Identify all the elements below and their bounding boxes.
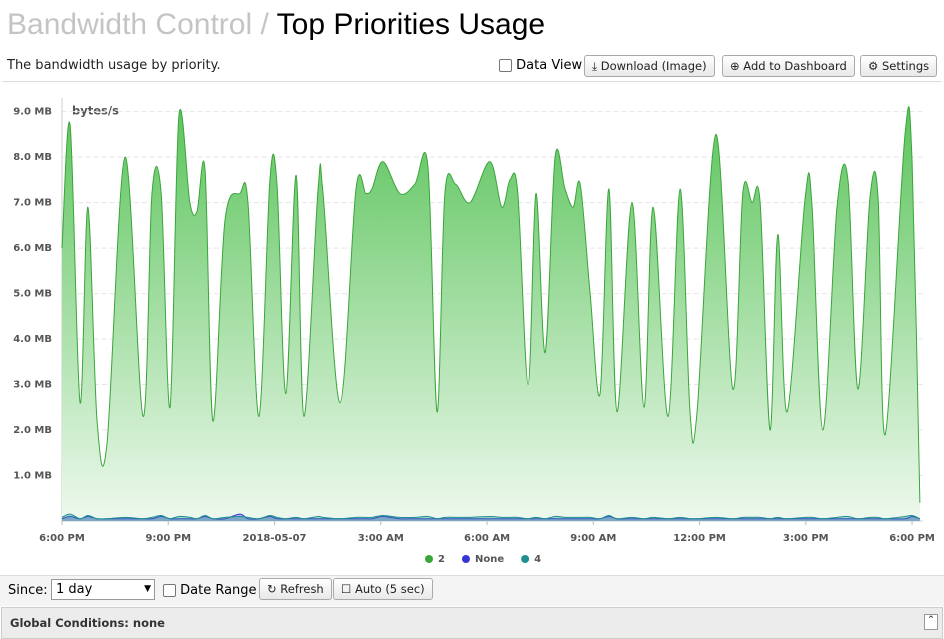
control-bar: Since: 1 day ▼ Date Range ↻ Refresh ☐ Aut… bbox=[0, 575, 944, 606]
add-dashboard-button[interactable]: ⊕ Add to Dashboard bbox=[722, 55, 855, 77]
x-tick-label: 12:00 PM bbox=[673, 533, 726, 544]
legend-marker bbox=[425, 555, 433, 563]
page-header: Bandwidth Control / Top Priorities Usage bbox=[7, 8, 545, 42]
selected-value: 1 day bbox=[56, 582, 93, 597]
separator: / bbox=[260, 8, 269, 41]
label: Date Range bbox=[180, 583, 257, 598]
x-tick-label: 2018-05-07 bbox=[243, 533, 307, 544]
area-line bbox=[61, 106, 921, 503]
area-fill bbox=[62, 106, 920, 521]
y-tick-label: 8.0 MB bbox=[13, 152, 52, 163]
y-tick-label: 3.0 MB bbox=[13, 380, 52, 391]
x-tick-label: 6:00 PM bbox=[39, 533, 85, 544]
global-conditions-bar[interactable]: Global Conditions: none ⌃ bbox=[1, 607, 943, 639]
legend-label[interactable]: 4 bbox=[534, 554, 541, 565]
x-tick-label: 3:00 AM bbox=[358, 533, 404, 544]
label: Refresh bbox=[280, 582, 324, 596]
x-tick-label: 6:00 AM bbox=[464, 533, 510, 544]
refresh-button[interactable]: ↻ Refresh bbox=[259, 578, 332, 600]
area-line bbox=[61, 513, 921, 520]
y-axis-label: bytes/s bbox=[72, 104, 119, 118]
description: The bandwidth usage by priority. bbox=[7, 58, 221, 73]
label: Data View bbox=[516, 58, 583, 73]
legend-marker bbox=[461, 555, 470, 563]
x-tick-label: 3:00 PM bbox=[783, 533, 829, 544]
checkbox[interactable] bbox=[499, 59, 512, 72]
area-fill bbox=[62, 514, 920, 521]
area-fill bbox=[62, 514, 920, 521]
y-tick-label: 4.0 MB bbox=[13, 334, 52, 345]
label: Settings bbox=[881, 59, 930, 73]
chart: bytes/s 1.0 MB 2.0 MB 3.0 MB 4.0 MB 5.0 MB 6.… bbox=[13, 98, 935, 565]
settings-button[interactable]: ⚙ Settings bbox=[860, 55, 938, 77]
page-title: Top Priorities Usage bbox=[276, 8, 546, 41]
download-button[interactable]: ⤓ Download (Image) bbox=[584, 55, 715, 77]
y-tick-label: 1.0 MB bbox=[13, 471, 52, 482]
since-label: Since: bbox=[8, 583, 48, 598]
x-tick-label: 6:00 PM bbox=[889, 533, 935, 544]
y-tick-label: 9.0 MB bbox=[13, 107, 52, 118]
since-select[interactable]: 1 day ▼ bbox=[51, 579, 155, 600]
x-tick-label: 9:00 PM bbox=[145, 533, 191, 544]
label: Auto (5 sec) bbox=[354, 582, 425, 596]
expand-button[interactable]: ⌃ bbox=[924, 614, 938, 630]
x-tick-label: 9:00 AM bbox=[570, 533, 616, 544]
date-range-toggle[interactable]: Date Range bbox=[163, 583, 257, 598]
y-tick-label: 2.0 MB bbox=[13, 425, 52, 436]
data-view-toggle[interactable]: Data View bbox=[499, 58, 582, 73]
legend-marker bbox=[521, 555, 530, 563]
section-title[interactable]: Bandwidth Control bbox=[7, 8, 253, 41]
y-tick-label: 5.0 MB bbox=[13, 289, 52, 300]
label: Download (Image) bbox=[600, 59, 707, 73]
legend-label[interactable]: 2 bbox=[438, 554, 445, 565]
global-conditions: Global Conditions: none bbox=[10, 616, 165, 630]
auto-refresh-button[interactable]: ☐ Auto (5 sec) bbox=[333, 578, 433, 600]
legend-label[interactable]: None bbox=[475, 554, 504, 565]
y-tick-label: 6.0 MB bbox=[13, 243, 52, 254]
y-tick-label: 7.0 MB bbox=[13, 198, 52, 209]
label: Add to Dashboard bbox=[743, 59, 847, 73]
chart-panel: bytes/s 1.0 MB 2.0 MB 3.0 MB 4.0 MB 5.0 MB 6.… bbox=[2, 81, 942, 576]
checkbox[interactable] bbox=[163, 584, 176, 597]
